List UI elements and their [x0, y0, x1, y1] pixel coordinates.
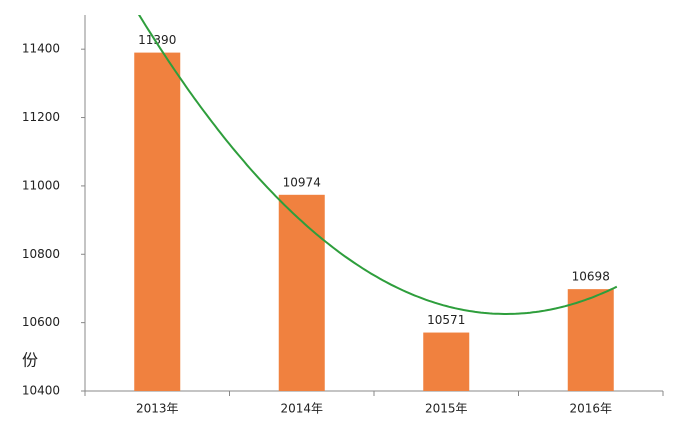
x-tick-label: 2014年 — [280, 402, 323, 416]
value-label: 10974 — [283, 175, 321, 189]
y-tick-label: 10800 — [22, 247, 60, 261]
trendline — [137, 15, 618, 315]
y-tick-label: 11200 — [22, 110, 60, 124]
value-label: 11390 — [138, 33, 176, 47]
value-label: 10571 — [427, 313, 465, 327]
y-axis-label: 份 — [22, 351, 38, 370]
bar — [134, 52, 181, 391]
y-tick-label: 11000 — [22, 178, 60, 192]
x-tick-label: 2016年 — [569, 402, 612, 416]
x-tick-label: 2015年 — [425, 402, 468, 416]
bar — [567, 289, 614, 391]
value-label: 10698 — [572, 270, 610, 284]
bar — [423, 332, 470, 391]
y-tick-label: 10400 — [22, 384, 60, 398]
y-tick-label: 11400 — [22, 42, 60, 56]
bar — [278, 194, 325, 391]
y-tick-label: 10600 — [22, 315, 60, 329]
x-tick-label: 2013年 — [136, 402, 179, 416]
